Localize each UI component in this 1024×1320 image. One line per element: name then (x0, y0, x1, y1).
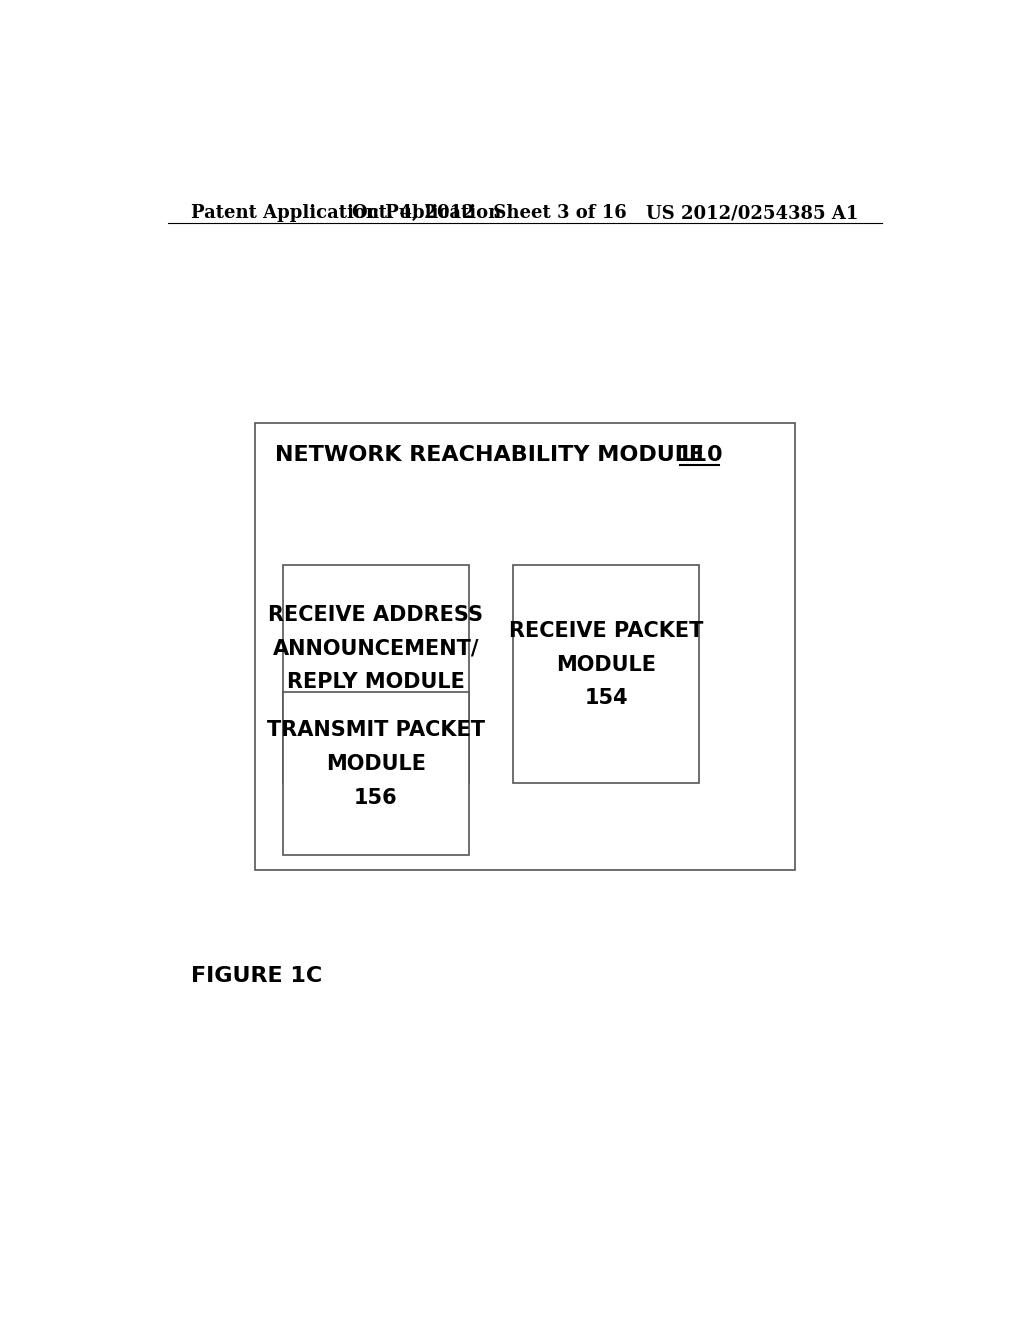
Text: MODULE: MODULE (326, 754, 426, 774)
Text: FIGURE 1C: FIGURE 1C (191, 966, 323, 986)
Text: 152: 152 (354, 705, 397, 725)
Text: TRANSMIT PACKET: TRANSMIT PACKET (267, 721, 485, 741)
Text: Oct. 4, 2012   Sheet 3 of 16: Oct. 4, 2012 Sheet 3 of 16 (351, 205, 627, 222)
Text: REPLY MODULE: REPLY MODULE (287, 672, 465, 692)
FancyBboxPatch shape (283, 565, 469, 784)
Text: ANNOUNCEMENT/: ANNOUNCEMENT/ (272, 638, 479, 659)
Text: RECEIVE ADDRESS: RECEIVE ADDRESS (268, 605, 483, 624)
Text: NETWORK REACHABILITY MODULE: NETWORK REACHABILITY MODULE (274, 445, 712, 465)
FancyBboxPatch shape (283, 692, 469, 854)
Text: MODULE: MODULE (556, 655, 656, 675)
FancyBboxPatch shape (513, 565, 699, 784)
Text: 156: 156 (354, 788, 397, 808)
Text: US 2012/0254385 A1: US 2012/0254385 A1 (646, 205, 858, 222)
FancyBboxPatch shape (255, 422, 795, 870)
Text: 154: 154 (585, 689, 628, 709)
Text: Patent Application Publication: Patent Application Publication (191, 205, 502, 222)
Text: 110: 110 (676, 445, 723, 465)
Text: RECEIVE PACKET: RECEIVE PACKET (509, 622, 703, 642)
